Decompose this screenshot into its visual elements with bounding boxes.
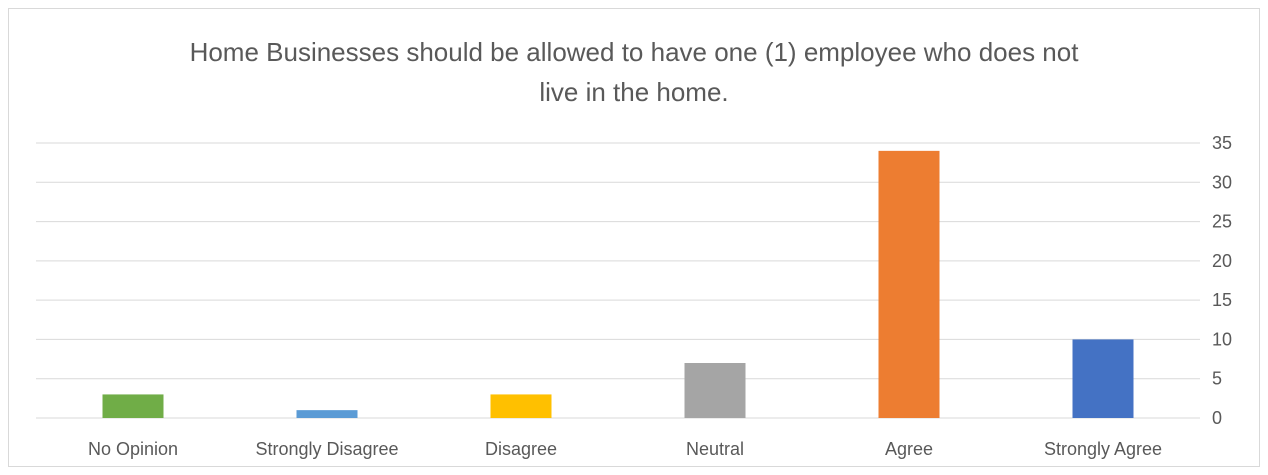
x-category-label: Disagree [485,439,557,459]
y-tick-label: 25 [1212,212,1232,232]
bar-neutral [684,363,746,418]
y-tick-label: 0 [1212,408,1222,428]
y-tick-label: 5 [1212,369,1222,389]
chart-frame [8,8,1260,467]
x-axis-categories: No Opinion Strongly Disagree Disagree Neutr… [88,439,1162,459]
x-category-label: Agree [885,439,933,459]
y-tick-label: 30 [1212,172,1232,192]
gridlines [36,142,1200,419]
x-category-label: Strongly Agree [1044,439,1162,459]
bars [102,150,1134,418]
y-tick-label: 20 [1212,251,1232,271]
bar-strongly-agree [1072,339,1134,418]
y-axis-ticks: 0 5 10 15 20 25 30 35 [1212,133,1232,428]
y-tick-label: 15 [1212,290,1232,310]
bar-no-opinion [102,394,164,418]
x-category-label: No Opinion [88,439,178,459]
bar-strongly-disagree [296,410,358,418]
y-tick-label: 10 [1212,329,1232,349]
y-tick-label: 35 [1212,133,1232,153]
x-category-label: Neutral [686,439,744,459]
x-category-label: Strongly Disagree [255,439,398,459]
bar-agree [878,150,940,418]
bar-disagree [490,394,552,418]
